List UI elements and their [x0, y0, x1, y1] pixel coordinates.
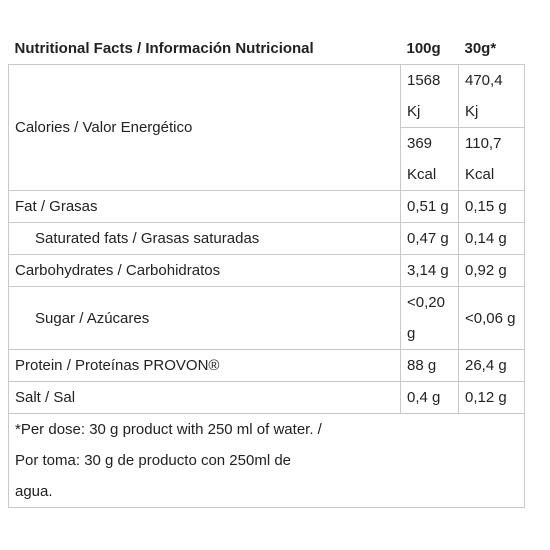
value-cell: <0,20 g	[400, 286, 459, 350]
value-cell: 1568 Kj	[400, 64, 459, 128]
row-label: Sugar / Azúcares	[8, 286, 401, 350]
cell-line: <0,20	[407, 294, 445, 311]
footnote: *Per dose: 30 g product with 250 ml of w…	[8, 413, 401, 508]
row-label: Carbohydrates / Carbohidratos	[8, 254, 401, 287]
table-row: Salt / Sal 0,4 g 0,12 g	[8, 381, 525, 414]
footnote-row: *Per dose: 30 g product with 250 ml of w…	[8, 413, 525, 508]
value-cell: 0,4 g	[400, 381, 459, 414]
cell-line: 369	[407, 135, 433, 152]
cell-line: Por toma: 30 g de producto con 250ml de	[15, 452, 292, 469]
value-cell: 0,14 g	[458, 222, 525, 255]
value-cell: 26,4 g	[458, 349, 525, 382]
cell-line: Kcal	[407, 166, 437, 183]
table-row: Sugar / Azúcares <0,20 g <0,06 g	[8, 286, 525, 350]
value-cell: 0,51 g	[400, 190, 459, 223]
value-cell: 0,47 g	[400, 222, 459, 255]
header-row: Nutritional Facts / Información Nutricio…	[8, 33, 525, 65]
empty-cell	[400, 413, 525, 508]
value-cell: 0,92 g	[458, 254, 525, 287]
table-row: Carbohydrates / Carbohidratos 3,14 g 0,92 …	[8, 254, 525, 287]
table-row: Protein / Proteínas PROVON® 88 g 26,4 g	[8, 349, 525, 382]
table-body: Calories / Valor Energético 1568 Kj 470,4 Kj…	[8, 64, 525, 508]
cell-line: 1568	[407, 72, 441, 89]
value-cell: <0,06 g	[458, 286, 525, 350]
value-cell: 3,14 g	[400, 254, 459, 287]
value-cell: 88 g	[400, 349, 459, 382]
row-label: Protein / Proteínas PROVON®	[8, 349, 401, 382]
cell-line: g	[407, 325, 416, 342]
header-cell: 100g	[400, 33, 459, 65]
row-label: Saturated fats / Grasas saturadas	[8, 222, 401, 255]
table-row: Fat / Grasas 0,51 g 0,15 g	[8, 190, 525, 223]
row-label: Salt / Sal	[8, 381, 401, 414]
header-cell: 30g*	[458, 33, 525, 65]
table-row: 369 Kcal 110,7 Kcal	[9, 127, 525, 191]
value-cell: 0,12 g	[458, 381, 525, 414]
cell-line: Kcal	[465, 166, 495, 183]
header-cell: Nutritional Facts / Información Nutricio…	[8, 33, 401, 65]
nutrition-table: Nutritional Facts / Información Nutricio…	[8, 33, 525, 508]
cell-line: 470,4	[465, 72, 503, 89]
cell-line: *Per dose: 30 g product with 250 ml of w…	[15, 421, 322, 438]
value-cell: 470,4 Kj	[458, 64, 525, 128]
table-row: Calories / Valor Energético 1568 Kj 470,4 Kj	[8, 64, 525, 191]
value-cell: 0,15 g	[458, 190, 525, 223]
value-cell: 110,7 Kcal	[458, 127, 525, 191]
cell-line: agua.	[15, 483, 53, 500]
row-label: Fat / Grasas	[8, 190, 401, 223]
row-label: Calories / Valor Energético	[8, 64, 401, 191]
cell-line: Kj	[407, 103, 421, 120]
cell-line: Kj	[465, 103, 479, 120]
value-cell: 369 Kcal	[400, 127, 459, 191]
cell-line: 110,7	[465, 135, 502, 152]
